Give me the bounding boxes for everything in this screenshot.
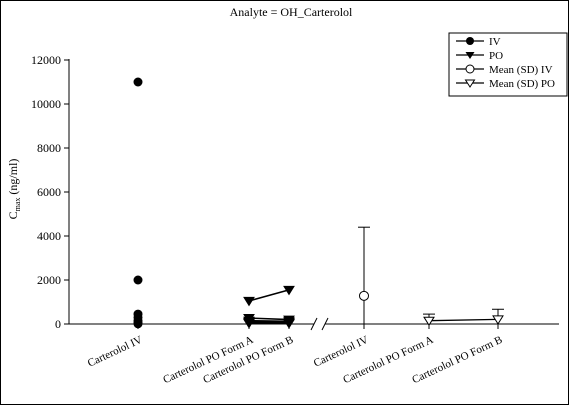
- mean-po-line: [428, 318, 499, 322]
- axis-break-mark: [310, 317, 318, 331]
- po-point: [283, 285, 295, 296]
- data-marks: [133, 77, 504, 329]
- legend: IV PO Mean (SD) IV Mean (SD) PO: [448, 32, 568, 97]
- legend-label-po: PO: [489, 50, 503, 62]
- y-tick-label: 10000: [31, 97, 61, 111]
- legend-open-triangle-icon: [464, 79, 476, 88]
- y-tick-label: 6000: [37, 185, 61, 199]
- x-tick-label: Carterolol IV: [312, 334, 371, 370]
- y-tick-label: 12000: [31, 53, 61, 67]
- legend-label-mean-iv: Mean (SD) IV: [489, 64, 553, 76]
- legend-item-iv: IV: [456, 36, 501, 48]
- legend-label-mean-po: Mean (SD) PO: [489, 78, 555, 90]
- y-ticks: 0 2000 4000 6000 8000 10000 12000: [31, 53, 69, 331]
- po-pair-line: [248, 317, 290, 321]
- mean-po-point: [492, 315, 504, 325]
- mean-iv-point: [359, 290, 369, 301]
- y-tick-label: 8000: [37, 141, 61, 155]
- y-axis-label: Cmax (ng/ml): [6, 159, 22, 220]
- iv-point: [133, 275, 143, 285]
- legend-filled-triangle-icon: [465, 52, 475, 59]
- x-ticks: Carterolol IV Carterolol PO Form ACartero…: [86, 324, 504, 386]
- po-pair-line: [248, 319, 290, 323]
- po-pair-line: [248, 289, 290, 302]
- y-tick-label: 4000: [37, 229, 61, 243]
- po-point: [243, 319, 255, 329]
- legend-item-mean-iv: Mean (SD) IV: [456, 64, 553, 76]
- y-tick-label: 0: [55, 317, 61, 331]
- axis-break-mark: [321, 317, 329, 331]
- po-point: [283, 319, 295, 329]
- x-tick-label: Carterolol IV: [86, 334, 145, 370]
- iv-point: [133, 319, 143, 329]
- chart-title: Analyte = OH_Carterolol: [230, 5, 353, 19]
- legend-item-po: PO: [456, 50, 503, 62]
- po-point: [243, 296, 255, 307]
- legend-filled-circle-icon: [466, 37, 474, 45]
- legend-item-mean-po: Mean (SD) PO: [456, 78, 555, 90]
- legend-open-circle-icon: [465, 64, 475, 74]
- legend-label-iv: IV: [489, 36, 501, 48]
- y-tick-label: 2000: [37, 273, 61, 287]
- iv-point: [133, 77, 143, 87]
- axes: [68, 59, 559, 331]
- mean-po-point: [423, 316, 435, 327]
